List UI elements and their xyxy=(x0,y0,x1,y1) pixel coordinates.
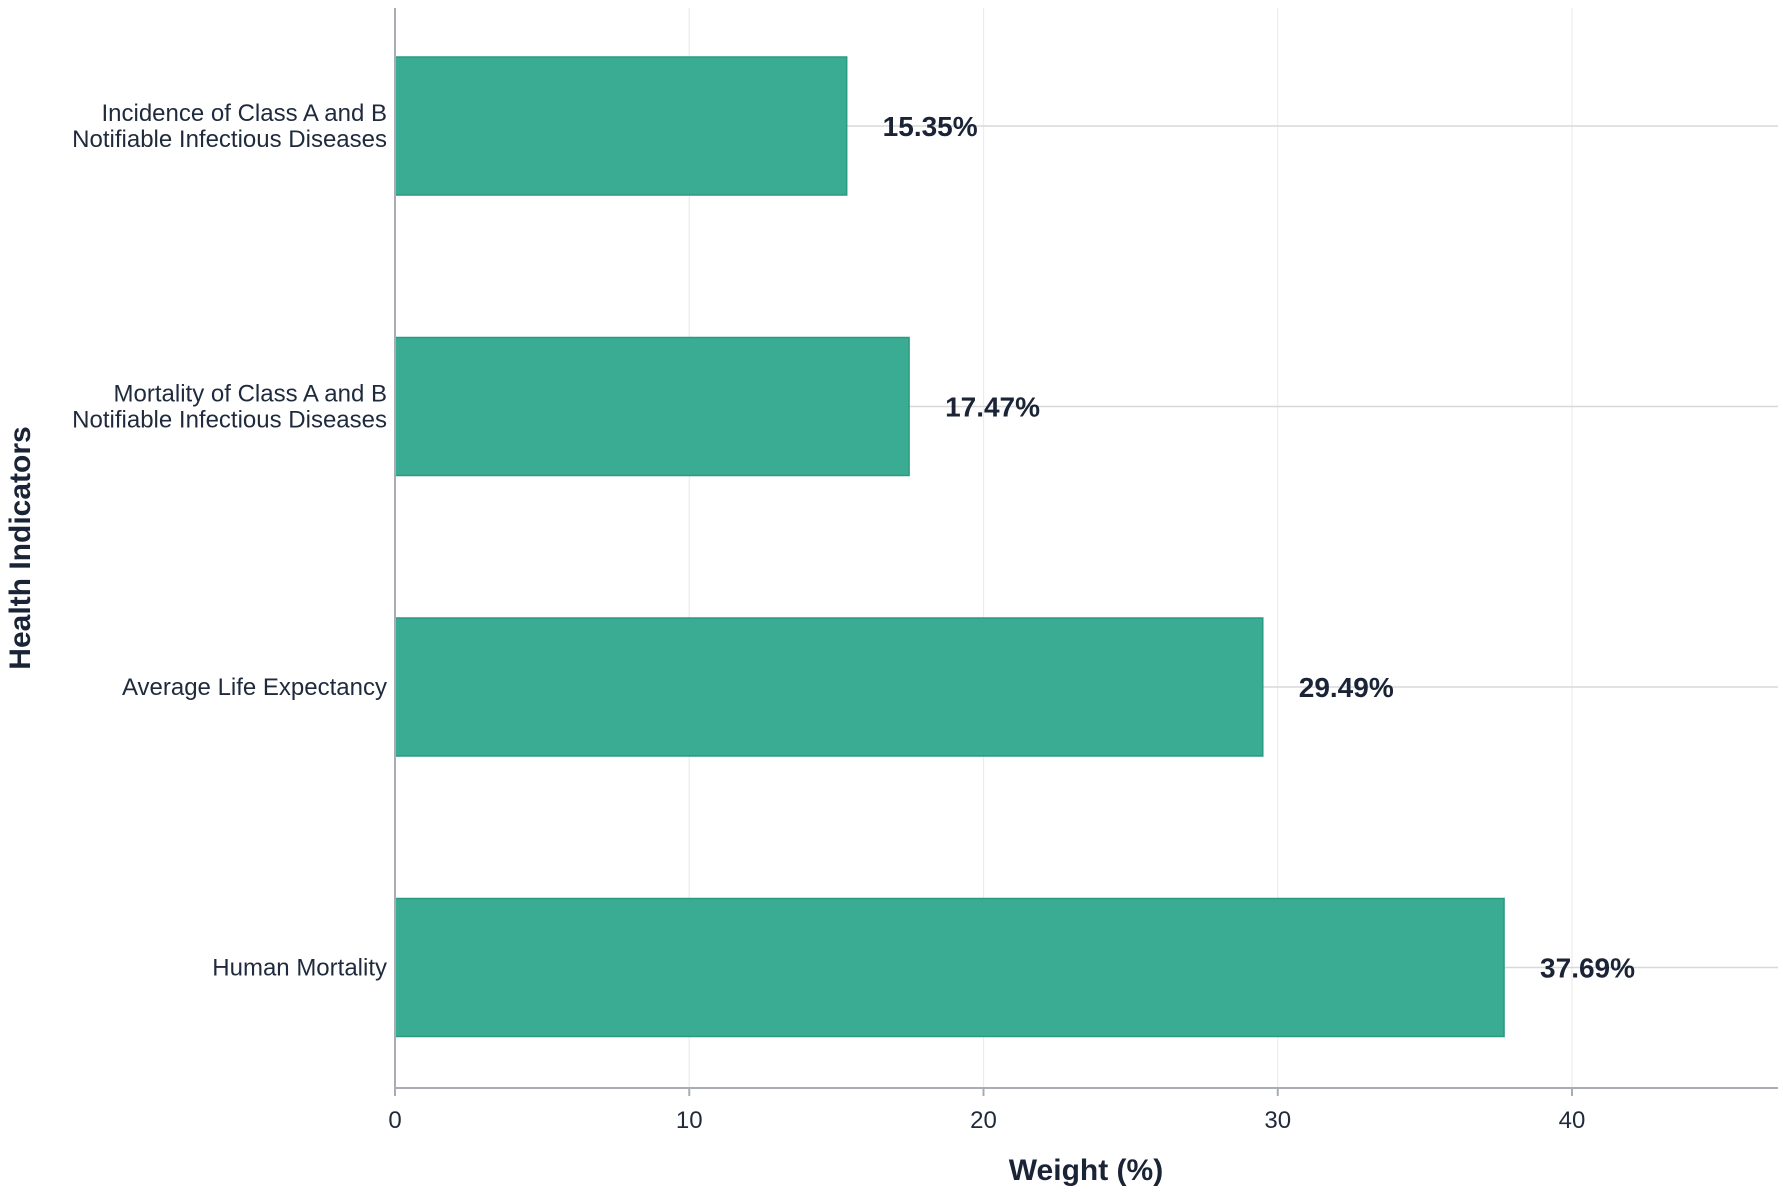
x-tick-label: 40 xyxy=(1559,1107,1586,1134)
bar xyxy=(394,56,848,196)
bars-layer xyxy=(394,56,1505,1038)
bar xyxy=(394,336,910,477)
category-label: Human Mortality xyxy=(212,955,387,982)
category-label: Mortality of Class A and B Notifiable Inf… xyxy=(72,381,387,434)
data-label: 29.49% xyxy=(1299,672,1394,703)
bar xyxy=(394,897,1505,1038)
axes-layer xyxy=(394,8,1778,1089)
x-ticks-layer: 0 10 20 30 40 xyxy=(388,1088,1585,1134)
category-label: Incidence of Class A and B Notifiable Inf… xyxy=(72,100,387,153)
x-tick-label: 20 xyxy=(970,1107,997,1134)
category-label-line: Average Life Expectancy xyxy=(122,674,387,701)
category-label-line: Mortality of Class A and B xyxy=(114,381,387,408)
data-labels-layer: 15.35% 17.47% 29.49% 37.69% xyxy=(883,111,1635,984)
data-label: 15.35% xyxy=(883,111,978,142)
category-labels-layer: Incidence of Class A and B Notifiable Inf… xyxy=(72,100,387,982)
category-label: Average Life Expectancy xyxy=(122,674,387,701)
x-tick-label: 0 xyxy=(388,1107,401,1134)
x-axis-title: Weight (%) xyxy=(1009,1154,1163,1187)
y-axis-title: Health Indicators xyxy=(4,426,37,669)
x-tick-label: 30 xyxy=(1264,1107,1291,1134)
category-label-line: Notifiable Infectious Diseases xyxy=(72,126,387,153)
category-label-line: Incidence of Class A and B xyxy=(101,100,387,127)
category-label-line: Human Mortality xyxy=(212,955,387,982)
bar xyxy=(394,617,1264,757)
x-tick-label: 10 xyxy=(676,1107,703,1134)
category-label-line: Notifiable Infectious Diseases xyxy=(72,407,387,434)
data-label: 37.69% xyxy=(1540,953,1635,984)
data-label: 17.47% xyxy=(945,392,1040,423)
